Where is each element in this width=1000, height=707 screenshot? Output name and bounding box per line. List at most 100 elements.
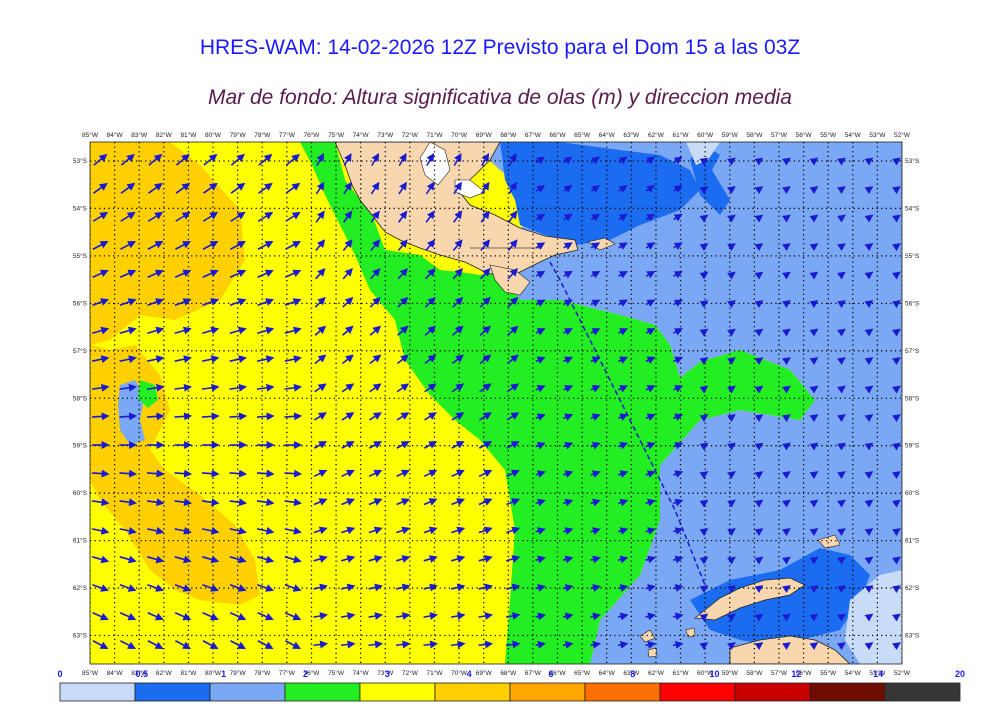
- legend-color-box: [209, 682, 286, 702]
- legend-color-box: [134, 682, 211, 702]
- direction-arrow: [563, 328, 573, 336]
- direction-arrow: [618, 156, 628, 165]
- direction-arrow: [727, 186, 736, 195]
- direction-arrow: [371, 152, 380, 167]
- direction-arrow: [645, 640, 656, 649]
- direction-arrow: [864, 613, 874, 622]
- direction-arrow: [370, 210, 380, 223]
- direction-arrow: [396, 412, 410, 421]
- direction-arrow: [175, 211, 191, 222]
- lon-label-bottom: 57°W: [771, 669, 788, 677]
- wave-zone-0-0.5m-se: [845, 570, 902, 664]
- legend-color-box: [809, 682, 886, 702]
- direction-arrow: [396, 383, 410, 393]
- direction-arrow: [202, 612, 219, 621]
- direction-arrow: [864, 528, 874, 537]
- direction-arrow: [314, 325, 327, 336]
- direction-arrow: [92, 326, 110, 335]
- lon-label-top: 71°W: [427, 131, 444, 139]
- direction-arrow: [202, 640, 219, 649]
- direction-arrow: [645, 470, 656, 478]
- direction-arrow: [341, 354, 354, 365]
- wave-zone-4-6m-north: [90, 142, 245, 345]
- direction-arrow: [342, 239, 353, 252]
- direction-arrow: [673, 328, 683, 336]
- direction-arrow: [535, 328, 546, 336]
- direction-arrow: [590, 640, 601, 649]
- direction-arrow: [146, 469, 165, 478]
- direction-arrow: [340, 612, 356, 620]
- wave-zone-1-2m-patch: [735, 450, 775, 475]
- direction-arrow: [174, 526, 192, 535]
- direction-arrow: [284, 469, 303, 478]
- direction-arrow: [479, 296, 491, 308]
- direction-arrow: [119, 526, 137, 535]
- direction-arrow: [453, 210, 463, 223]
- direction-arrow: [341, 498, 355, 506]
- direction-arrow: [699, 186, 709, 195]
- direction-arrow: [258, 182, 273, 194]
- direction-arrow: [727, 385, 736, 394]
- direction-arrow: [120, 153, 135, 166]
- direction-arrow: [506, 498, 520, 506]
- direction-arrow: [590, 185, 601, 193]
- direction-arrow: [837, 385, 846, 394]
- direction-arrow: [506, 354, 519, 365]
- direction-arrow: [202, 355, 220, 364]
- direction-arrow: [369, 296, 381, 308]
- direction-arrow: [892, 186, 901, 195]
- direction-arrow: [563, 356, 574, 364]
- direction-arrow: [257, 326, 275, 335]
- direction-arrow: [120, 240, 136, 250]
- direction-arrow: [892, 414, 901, 423]
- direction-arrow: [782, 613, 791, 622]
- direction-arrow: [256, 498, 275, 507]
- direction-arrow: [423, 526, 438, 535]
- direction-arrow: [425, 181, 435, 195]
- direction-arrow: [645, 555, 656, 564]
- direction-arrow: [91, 412, 110, 421]
- direction-arrow: [645, 612, 656, 621]
- direction-arrow: [673, 356, 684, 364]
- direction-arrow: [313, 498, 328, 506]
- direction-arrow: [175, 153, 190, 166]
- direction-arrow: [370, 268, 381, 280]
- direction-arrow: [340, 640, 356, 649]
- direction-arrow: [782, 328, 791, 337]
- direction-arrow: [864, 414, 874, 423]
- direction-arrow: [618, 242, 628, 250]
- direction-arrow: [673, 242, 683, 250]
- direction-arrow: [782, 157, 791, 166]
- direction-arrow: [451, 526, 466, 535]
- direction-arrow: [809, 556, 819, 565]
- direction-arrow: [672, 555, 684, 564]
- direction-arrow: [617, 470, 629, 478]
- direction-arrow: [174, 412, 193, 421]
- lon-label-top: 76°W: [303, 131, 320, 139]
- direction-arrow: [284, 269, 302, 278]
- direction-arrow: [782, 414, 791, 423]
- direction-arrow: [673, 213, 683, 222]
- direction-arrow: [645, 242, 656, 250]
- direction-arrow: [316, 152, 325, 167]
- direction-arrow: [451, 469, 465, 478]
- lon-label-top: 67°W: [525, 131, 542, 139]
- direction-arrow: [562, 555, 574, 564]
- direction-arrow: [396, 526, 411, 535]
- direction-arrow: [617, 612, 629, 621]
- lat-label-right: 62°S: [905, 584, 920, 592]
- boundary-line: [549, 261, 706, 586]
- direction-arrow: [202, 584, 220, 592]
- direction-arrow: [343, 181, 352, 195]
- direction-arrow: [782, 585, 791, 594]
- lon-label-bottom: 74°W: [353, 669, 370, 677]
- lon-label-bottom: 80°W: [205, 669, 222, 677]
- lon-label-top: 75°W: [328, 131, 345, 139]
- direction-arrow: [645, 185, 656, 193]
- direction-arrow: [507, 325, 519, 336]
- direction-arrow: [425, 210, 435, 223]
- direction-arrow: [754, 499, 764, 508]
- lon-label-bottom: 52°W: [894, 669, 911, 677]
- lat-label-right: 60°S: [905, 489, 920, 497]
- direction-arrow: [809, 385, 819, 394]
